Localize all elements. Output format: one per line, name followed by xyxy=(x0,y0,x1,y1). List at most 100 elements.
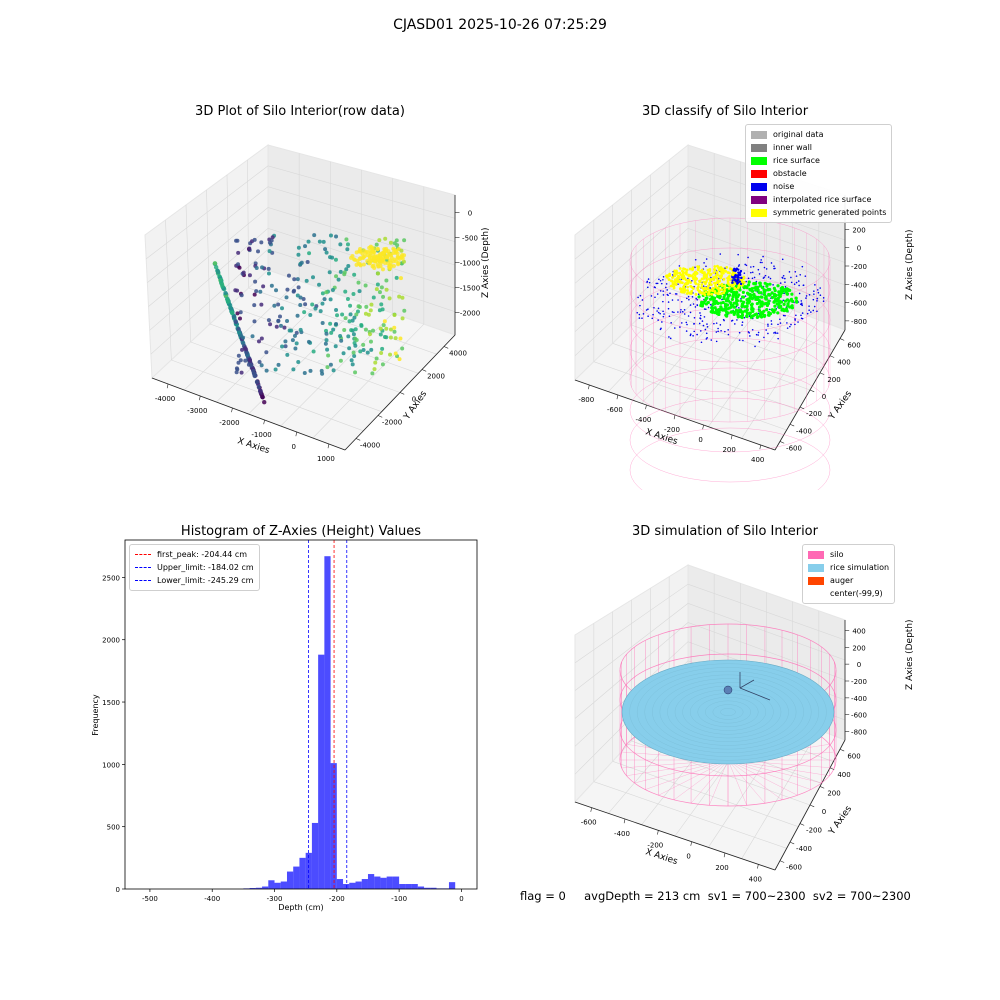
data-point xyxy=(292,277,297,282)
data-point xyxy=(308,313,313,318)
histogram-bar xyxy=(268,880,275,889)
noise-point xyxy=(817,291,820,294)
symmetric-point xyxy=(686,282,690,285)
rice-point xyxy=(786,302,790,306)
tick-label: -400 xyxy=(614,830,630,838)
data-point xyxy=(343,316,348,321)
data-point xyxy=(259,302,264,307)
data-point xyxy=(321,239,326,244)
tick-mark xyxy=(199,395,201,401)
noise-point xyxy=(737,268,740,271)
raw-zlabel: Z Axies (Depth) xyxy=(481,227,491,298)
symmetric-point xyxy=(694,278,697,282)
tick-label: -200 xyxy=(647,841,663,849)
symmetric-point xyxy=(698,280,702,284)
data-point xyxy=(267,249,272,254)
symmetric-point xyxy=(718,279,722,283)
rice-point xyxy=(741,295,746,299)
data-point xyxy=(359,322,364,327)
data-point xyxy=(357,256,362,261)
data-point xyxy=(241,335,246,340)
data-point xyxy=(347,319,352,324)
symmetric-point xyxy=(702,280,706,284)
rice-point xyxy=(774,293,778,298)
noise-point xyxy=(738,307,740,309)
symmetric-point xyxy=(687,279,691,283)
raw-ticks: -4000 -3000 -2000 -1000 0 1000 -4000 -2000 0 2000… xyxy=(155,210,480,464)
rice-point xyxy=(753,286,757,290)
noise-point xyxy=(654,296,656,299)
data-point xyxy=(306,239,311,244)
x-tick-label: -400 xyxy=(204,895,220,903)
data-point xyxy=(366,312,371,317)
data-point xyxy=(356,280,361,285)
symmetric-point xyxy=(710,277,713,281)
rice-point xyxy=(784,307,789,311)
noise-point xyxy=(784,281,786,283)
data-point xyxy=(379,285,384,290)
data-point xyxy=(285,287,290,292)
symmetric-point xyxy=(715,270,719,274)
data-point xyxy=(331,368,336,373)
rice-point xyxy=(742,300,746,304)
noise-point xyxy=(773,332,775,334)
noise-point xyxy=(808,305,810,307)
data-point xyxy=(373,360,378,365)
data-point xyxy=(400,256,405,261)
rice-point xyxy=(764,295,768,299)
tick-mark xyxy=(839,338,845,341)
noise-point xyxy=(663,313,665,315)
tick-label: 0 xyxy=(468,210,472,218)
data-point xyxy=(254,379,260,385)
noise-point xyxy=(798,292,801,295)
histogram-chart: -500 -400 -300 -200 -100 0 0 500 1000 1500 2000 250… xyxy=(91,539,478,912)
rice-point xyxy=(750,289,755,293)
data-point xyxy=(342,327,347,332)
noise-point xyxy=(782,314,785,317)
tick-label: 4000 xyxy=(449,350,467,358)
noise-point xyxy=(709,287,712,289)
noise-point xyxy=(752,265,755,268)
data-point xyxy=(236,262,241,267)
data-point xyxy=(399,248,404,253)
noise-point xyxy=(662,310,664,313)
legend-label: original data xyxy=(773,130,824,139)
noise-point xyxy=(717,330,719,333)
noise-point xyxy=(763,266,766,269)
data-point xyxy=(361,248,366,253)
legend-swatch xyxy=(751,130,767,139)
tick-mark xyxy=(166,383,169,389)
noise-point xyxy=(687,295,690,298)
noise-point xyxy=(647,315,649,318)
data-point xyxy=(285,319,290,324)
legend-swatch xyxy=(808,550,824,559)
noise-point xyxy=(770,320,773,322)
noise-point xyxy=(662,278,664,281)
noise-point xyxy=(666,293,669,296)
tick-mark xyxy=(809,804,815,808)
legend-label: first_peak: -204.44 cm xyxy=(157,550,248,559)
rice-point xyxy=(766,313,771,317)
noise-point xyxy=(693,330,696,333)
data-point xyxy=(266,271,271,276)
data-point xyxy=(361,342,366,347)
legend-swatch xyxy=(751,143,767,152)
noise-point xyxy=(806,312,809,315)
noise-point xyxy=(738,331,741,334)
data-point xyxy=(380,307,385,312)
noise-point xyxy=(753,276,756,279)
symmetric-point xyxy=(675,269,678,273)
histogram-bar xyxy=(293,866,300,889)
silo-floor-spoke xyxy=(673,759,729,800)
rice-point xyxy=(746,283,751,287)
noise-point xyxy=(757,331,760,334)
symmetric-point xyxy=(742,280,746,284)
noise-point xyxy=(703,262,705,264)
noise-point xyxy=(713,322,715,325)
data-point xyxy=(365,350,370,355)
data-point xyxy=(325,347,330,352)
silo-floor-spoke xyxy=(727,759,766,804)
data-point xyxy=(233,288,238,293)
rice-point xyxy=(777,290,781,294)
symmetric-point xyxy=(722,278,726,281)
